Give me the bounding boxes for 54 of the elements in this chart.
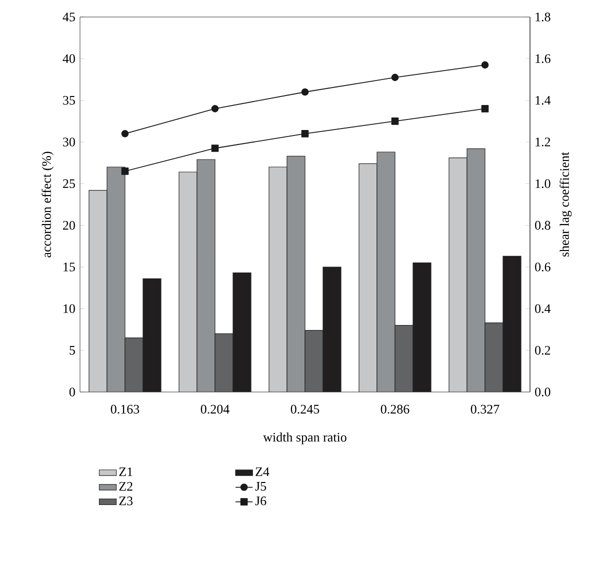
bar (88, 190, 108, 392)
y-tick-label: 40 (62, 54, 75, 64)
legend-label: Z1 (119, 467, 132, 476)
y-tick-label: 20 (63, 220, 75, 230)
bar (106, 166, 126, 392)
point (211, 144, 219, 152)
legend-label: Z2 (119, 482, 132, 491)
point (121, 168, 129, 175)
y-tick-label: 10 (64, 304, 75, 314)
y-tick-label: 30 (63, 138, 75, 146)
point (391, 118, 399, 125)
bar (466, 148, 486, 392)
y-tick-label: 0 (69, 388, 75, 396)
legend-label: J6 (255, 496, 266, 506)
y-tick-label: 45 (62, 12, 75, 22)
point (301, 130, 309, 138)
x-tick-label: 0.204 (200, 404, 230, 414)
bar (286, 156, 306, 392)
y2-tick-label: 0.8 (535, 220, 550, 230)
y-axis-title: accordion effect (%) (42, 152, 54, 258)
y2-tick-label: 0.0 (535, 388, 550, 396)
bar (196, 159, 216, 392)
bar (376, 152, 396, 392)
point (481, 61, 489, 69)
y2-tick-label: 1.0 (536, 179, 550, 188)
y2-tick-label: 1.2 (536, 138, 550, 146)
y2-tick-label: 1.4 (536, 96, 551, 105)
x-axis-title: width span ratio (263, 432, 346, 444)
x-tick-label: 0.245 (290, 404, 320, 414)
y2-tick-label: 0.4 (535, 304, 551, 314)
point (211, 105, 219, 112)
x-tick-label: 0.163 (110, 404, 140, 414)
point (481, 105, 489, 112)
bar (358, 163, 378, 392)
point (391, 74, 399, 82)
y2-tick-label: 0.2 (535, 346, 550, 355)
point (301, 88, 309, 96)
y2-tick-label: 0.6 (535, 262, 550, 272)
y2-tick-label: 1.8 (536, 12, 550, 22)
bar (448, 158, 468, 392)
y-tick-label: 25 (63, 179, 75, 188)
legend-label: Z3 (119, 496, 133, 506)
bar (178, 172, 198, 392)
point (121, 130, 129, 138)
legend-label: Z4 (256, 467, 270, 476)
y-tick-label: 5 (70, 346, 75, 355)
x-tick-label: 0.327 (470, 404, 500, 414)
y2-axis-title: shear lag coefficient (560, 152, 572, 257)
y-tick-label: 35 (63, 96, 75, 105)
y2-tick-label: 1.6 (536, 54, 550, 64)
legend-label: J5 (255, 482, 266, 491)
x-tick-label: 0.286 (380, 404, 410, 414)
y-tick-label: 15 (64, 262, 75, 272)
bar (268, 166, 288, 392)
